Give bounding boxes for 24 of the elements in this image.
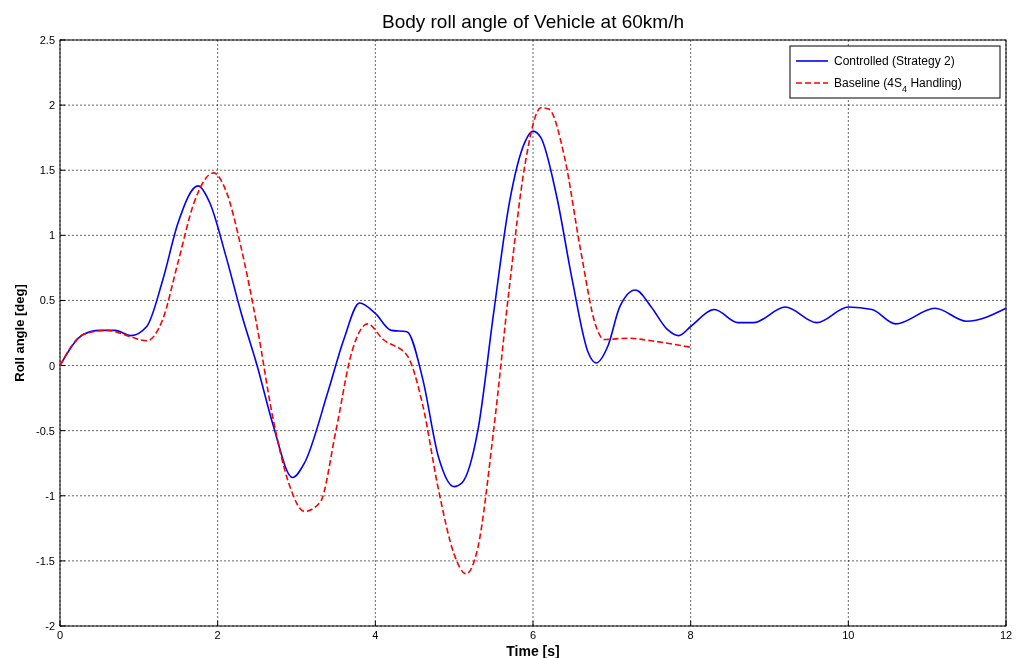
line-series	[59, 130, 1007, 488]
y-tick-label: 1.5	[39, 164, 55, 177]
y-tick-label: 0.5	[39, 294, 55, 307]
legend-label: Controlled (Strategy 2)	[834, 54, 955, 68]
y-tick-label: -1	[45, 489, 55, 502]
x-axis-title: Time [s]	[506, 643, 560, 658]
x-tick-label: 8	[687, 629, 694, 641]
y-tick-label: 1	[48, 229, 55, 242]
y-tick-label: 2	[48, 99, 55, 112]
y-axis-title: Roll angle [deg]	[12, 284, 27, 382]
x-tick-label: 10	[842, 629, 855, 641]
x-tick-label: 4	[372, 629, 379, 641]
legend-label: Baseline (4S$_{4}$ Handling)	[834, 76, 962, 94]
x-tick-label: 0	[56, 629, 64, 641]
y-tick-label: -2	[45, 620, 55, 632]
x-tick-label: 6	[529, 629, 537, 641]
chart-title: Body roll angle of Vehicle at 60km/h	[381, 11, 685, 32]
y-tick-label: -0.5	[36, 424, 55, 437]
x-tick-label: 2	[214, 629, 221, 641]
y-tick-label: 0	[48, 359, 55, 372]
x-tick-label: 12	[999, 629, 1013, 641]
y-tick-label: -1.5	[36, 554, 55, 567]
line-series	[59, 106, 692, 575]
y-tick-label: 2.5	[39, 34, 55, 46]
